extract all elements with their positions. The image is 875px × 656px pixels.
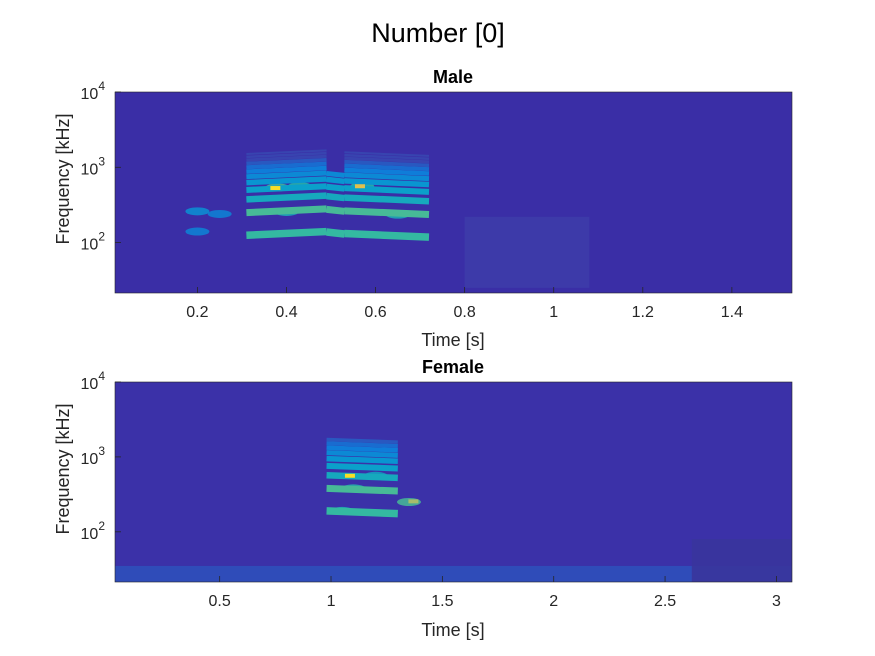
male-energy-blob [207,209,232,218]
male-axes-title: Male [433,67,473,87]
female-harmonic-band [326,441,398,448]
male-x-tick-label: 0.6 [364,304,386,321]
female-harmonic-band [326,471,398,482]
male-axes-box [114,91,793,294]
female-spectrogram-axes: Female 0.5 1 1.5 2 2.5 3 102 103 104 Time [s] F… [53,357,793,640]
male-peak-spot [270,186,281,191]
male-spectrogram-image [114,91,793,294]
male-harmonic-band [246,176,327,186]
male-y-tick-label: 104 [81,79,106,103]
male-harmonic-band [344,167,430,176]
female-harmonic-band [326,455,398,464]
male-harmonic-band [246,151,327,159]
male-harmonic-band [326,176,345,185]
female-peak-spot [344,473,355,478]
female-x-tick-label: 2.5 [654,593,676,610]
female-harmonic-band [326,507,398,518]
female-x-tick-label: 3 [772,593,781,610]
female-peak-spot [408,499,419,504]
male-harmonic-band [246,192,327,203]
male-harmonic-band [344,178,430,188]
male-harmonic-band [344,229,430,241]
male-harmonic-band [246,165,327,174]
female-harmonic-band [326,484,398,495]
male-harmonic-band [344,194,430,205]
female-axes-box [114,381,793,583]
male-spectrogram-axes: Male 0.2 0.4 0.6 0.8 1 1.2 1.4 102 103 104 Time … [53,67,793,350]
male-harmonic-band [246,161,327,170]
male-energy-blob [185,207,210,216]
male-y-axis-label: Frequency [kHz] [53,113,73,244]
male-y-ticks: 102 103 104 [81,79,121,254]
male-harmonic-band [246,183,327,193]
male-harmonic-band [326,183,345,192]
male-harmonic-band [246,154,327,162]
male-harmonic-band [246,205,327,217]
male-harmonic-band [344,151,430,157]
female-spectrogram-image [114,381,793,583]
female-harmonic-band [326,445,398,453]
male-harmonic-band [344,163,430,172]
female-x-tick-label: 0.5 [209,593,231,610]
male-x-tick-label: 0.8 [454,304,476,321]
male-harmonic-band [344,172,430,182]
male-x-tick-label: 1.4 [721,304,743,321]
male-harmonic-band [246,227,327,240]
male-x-ticks: 0.2 0.4 0.6 0.8 1 1.2 1.4 [186,287,743,321]
male-harmonic-band [344,156,430,164]
female-noise-region [115,565,792,582]
male-harmonic-band [344,185,430,195]
male-y-tick-label: 103 [81,154,106,178]
male-energy-blob [185,227,210,236]
female-x-tick-label: 1 [327,593,336,610]
male-x-tick-label: 0.2 [186,304,208,321]
female-y-axis-label: Frequency [kHz] [53,403,73,534]
male-harmonic-band [326,228,345,238]
female-x-axis-label: Time [s] [421,620,484,640]
male-spectrogram-background [115,92,792,293]
female-y-tick-label: 102 [81,519,106,543]
male-x-tick-label: 1 [549,304,558,321]
male-x-tick-label: 0.4 [275,304,297,321]
male-y-tick-label: 102 [81,230,106,254]
female-spectrogram-background [115,382,792,582]
male-harmonic-band [246,157,327,166]
female-y-ticks: 102 103 104 [81,369,121,543]
male-x-tick-label: 1.2 [632,304,654,321]
male-harmonic-band [344,159,430,168]
female-axes-title: Female [422,357,484,377]
male-noise-region [464,216,590,288]
male-harmonic-band [326,170,345,178]
female-x-ticks: 0.5 1 1.5 2 2.5 3 [209,576,781,610]
male-peak-spot [354,184,365,189]
female-harmonic-band [326,437,398,444]
male-harmonic-band [326,192,345,202]
female-harmonic-band [326,462,398,472]
figure-title: Number [0] [371,18,505,48]
female-y-tick-label: 103 [81,444,106,468]
male-x-axis-label: Time [s] [421,330,484,350]
male-harmonic-band [246,170,327,180]
male-harmonic-band [344,207,430,218]
male-harmonic-band [326,205,345,215]
female-harmonic-band [326,450,398,458]
female-x-tick-label: 2 [549,593,558,610]
female-x-tick-label: 1.5 [431,593,453,610]
male-harmonic-band [246,149,327,156]
female-y-tick-label: 104 [81,369,106,393]
male-harmonic-band [344,153,430,161]
female-noise-region [691,539,792,582]
